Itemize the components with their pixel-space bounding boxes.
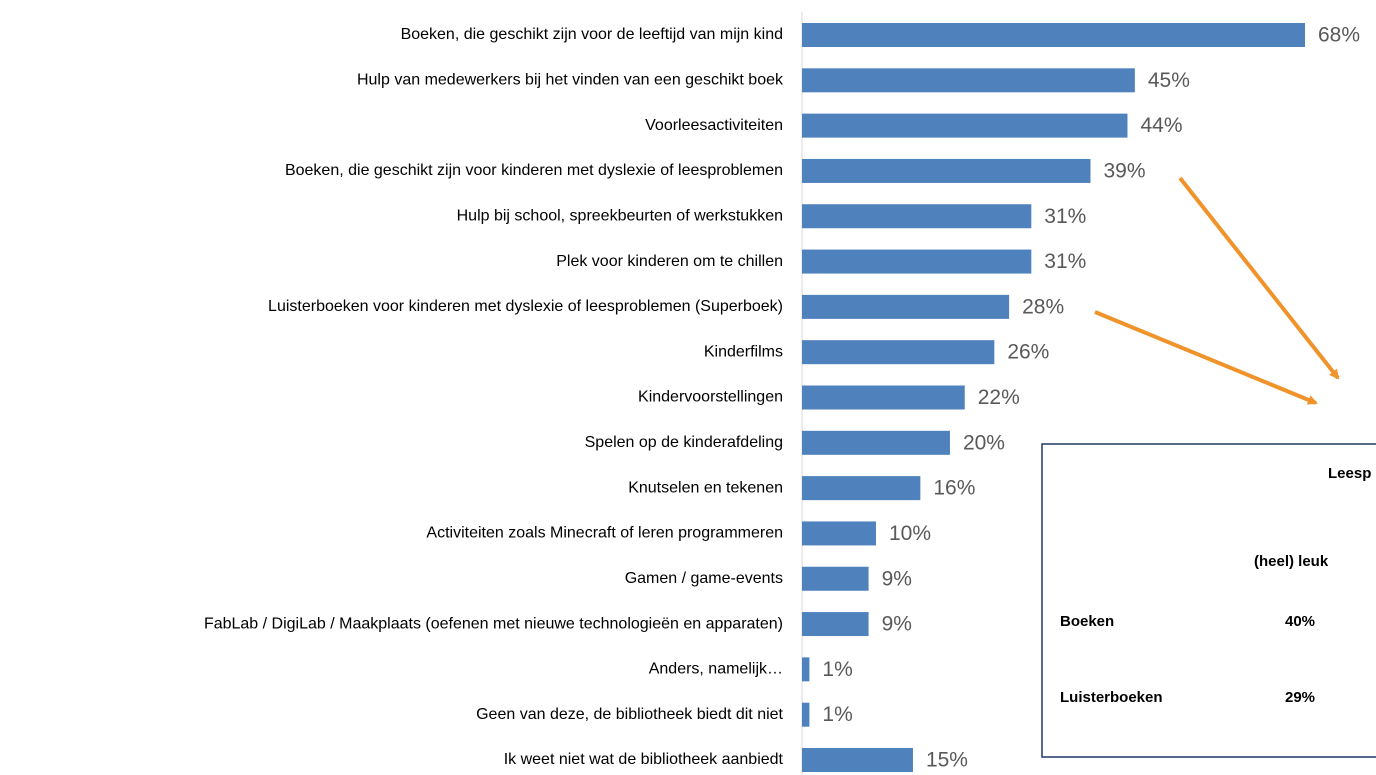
y-tick-label: Plek voor kinderen om te chillen <box>556 253 783 270</box>
bar <box>802 294 1010 319</box>
bar <box>802 702 810 727</box>
y-tick-label: Activiteiten zoals Minecraft of leren pr… <box>426 525 783 542</box>
bar <box>802 340 995 365</box>
y-tick-label: Kindervoorstellingen <box>638 389 783 406</box>
data-label: 45% <box>1148 69 1190 92</box>
inset-row-label: Boeken <box>1060 613 1114 630</box>
bar <box>802 612 869 637</box>
y-tick-label: Boeken, die geschikt zijn voor kinderen … <box>285 162 783 179</box>
bar <box>802 113 1128 138</box>
data-label: 26% <box>1007 341 1049 364</box>
bar <box>802 521 876 546</box>
data-label: 31% <box>1044 205 1086 228</box>
y-tick-label: Kinderfilms <box>704 343 783 360</box>
y-tick-label: Spelen op de kinderafdeling <box>585 434 783 451</box>
inset-column: (heel) leuk <box>1254 553 1329 570</box>
inset-cell: 40% <box>1285 613 1315 630</box>
data-label: 31% <box>1044 250 1086 273</box>
bar <box>802 204 1032 229</box>
arrow <box>1094 310 1318 405</box>
arrow <box>1178 176 1340 380</box>
bar <box>802 23 1305 47</box>
inset-header: Leesp <box>1328 465 1371 482</box>
y-tick-label: Hulp bij school, spreekbeurten of werkst… <box>457 207 783 224</box>
inset-row-label: Luisterboeken <box>1060 689 1163 706</box>
y-tick-label: Gamen / game-events <box>625 570 783 587</box>
data-label: 22% <box>978 386 1020 409</box>
y-tick-label: Ik weet niet wat de bibliotheek aanbiedt <box>504 751 784 768</box>
inset-cell: 29% <box>1285 689 1315 706</box>
bar <box>802 68 1135 93</box>
y-tick-label: FabLab / DigiLab / Maakplaats (oefenen m… <box>204 615 783 632</box>
bar <box>802 566 869 591</box>
y-tick-label: Anders, namelijk… <box>649 661 783 678</box>
y-tick-label: Boeken, die geschikt zijn voor de leefti… <box>401 26 783 43</box>
y-tick-label: Geen van deze, de bibliotheek biedt dit … <box>476 706 783 723</box>
data-label: 1% <box>822 658 852 681</box>
bar <box>802 476 921 501</box>
bar <box>802 158 1091 183</box>
y-tick-label: Knutselen en tekenen <box>628 479 783 496</box>
data-label: 10% <box>889 522 931 545</box>
data-label: 15% <box>926 749 968 772</box>
data-label: 9% <box>882 613 912 636</box>
y-tick-label: Voorleesactiviteiten <box>645 117 783 134</box>
data-label: 16% <box>933 477 975 500</box>
bar <box>802 249 1032 274</box>
data-label: 68% <box>1318 24 1360 47</box>
data-label: 44% <box>1140 114 1182 137</box>
data-label: 39% <box>1103 159 1145 182</box>
bar <box>802 657 810 682</box>
y-tick-label: Hulp van medewerkers bij het vinden van … <box>357 72 784 89</box>
data-label: 28% <box>1022 295 1064 318</box>
bar <box>802 748 913 772</box>
bar <box>802 385 965 410</box>
inset-box <box>1041 443 1376 758</box>
data-label: 20% <box>963 431 1005 454</box>
data-label: 1% <box>822 703 852 726</box>
y-tick-label: Luisterboeken voor kinderen met dyslexie… <box>268 298 783 315</box>
bar <box>802 430 950 455</box>
data-label: 9% <box>882 567 912 590</box>
